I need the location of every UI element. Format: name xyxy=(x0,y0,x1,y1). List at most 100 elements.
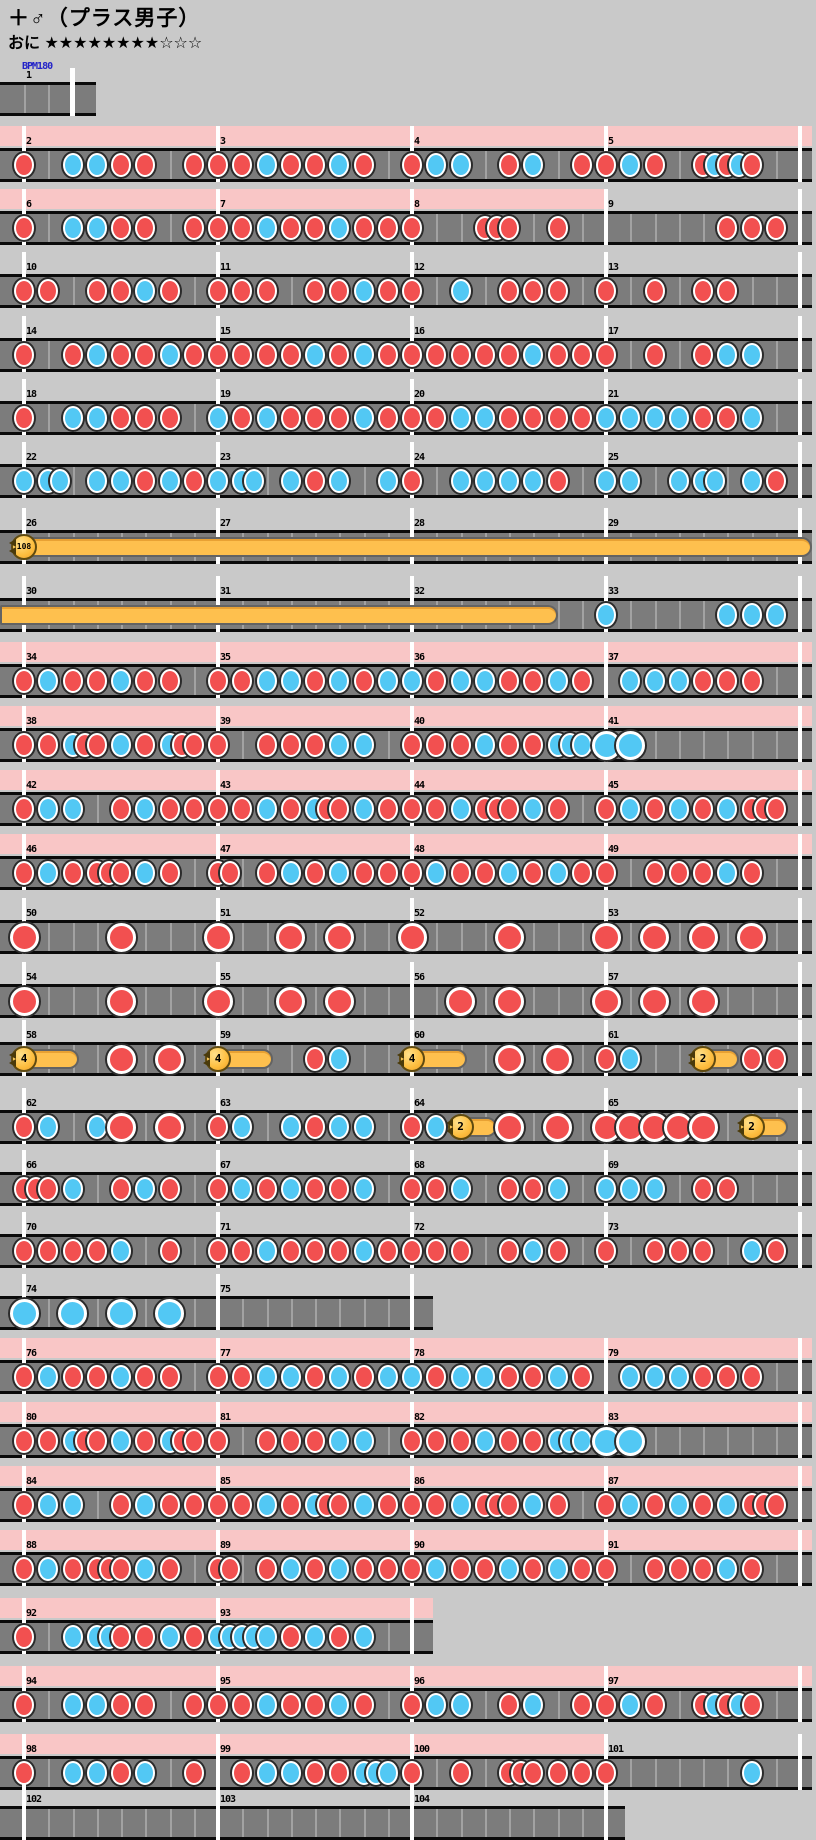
measure-number: 94 xyxy=(26,1676,37,1687)
don-note xyxy=(717,279,738,303)
ka-note xyxy=(741,469,762,493)
measure-number: 91 xyxy=(608,1540,619,1551)
don-note xyxy=(86,1239,107,1263)
don-note xyxy=(159,279,180,303)
beat-tick xyxy=(484,923,487,951)
measure-number: 73 xyxy=(608,1222,619,1233)
measure-line xyxy=(798,576,802,632)
don-note xyxy=(353,1365,374,1389)
measure-number: 81 xyxy=(220,1412,231,1423)
ka-note xyxy=(402,669,422,693)
don-note xyxy=(135,153,156,177)
ka-note xyxy=(50,469,71,493)
measure-number: 26 xyxy=(26,518,37,529)
beat-tick xyxy=(24,85,26,113)
don-note xyxy=(14,1761,34,1785)
beat-tick xyxy=(460,923,463,951)
beat-tick xyxy=(703,1427,705,1455)
don-note xyxy=(280,216,301,240)
measure-number: 79 xyxy=(608,1348,619,1359)
big-don-note xyxy=(155,1112,184,1142)
beat-tick xyxy=(48,1759,51,1787)
ka-note xyxy=(644,406,665,430)
beat-tick xyxy=(266,1113,269,1141)
ka-note xyxy=(329,1693,350,1717)
ka-note xyxy=(86,1693,107,1717)
don-note xyxy=(547,1761,568,1785)
measure-number: 42 xyxy=(26,780,37,791)
measure-number: 60 xyxy=(414,1030,425,1041)
balloon-count: 2 xyxy=(736,1114,765,1140)
big-don-note xyxy=(446,986,475,1016)
don-note xyxy=(377,797,398,821)
ka-note xyxy=(256,669,277,693)
big-don-note xyxy=(106,1044,136,1074)
ka-note xyxy=(450,669,471,693)
beat-tick xyxy=(363,923,366,951)
beat-tick xyxy=(581,1809,584,1837)
ka-note xyxy=(450,1693,471,1717)
don-note xyxy=(474,1557,495,1581)
don-note xyxy=(547,469,568,493)
ka-note xyxy=(620,1493,641,1517)
don-note xyxy=(329,1239,350,1263)
ka-note xyxy=(280,669,301,693)
ka-note xyxy=(38,797,59,821)
measure-number: 96 xyxy=(414,1676,425,1687)
ka-note xyxy=(620,153,641,177)
beat-tick xyxy=(581,923,584,951)
measure-line xyxy=(22,576,26,632)
balloon-number: 4 xyxy=(20,1052,28,1065)
measure-line xyxy=(798,316,802,372)
beat-tick xyxy=(533,923,536,951)
don-note xyxy=(232,669,253,693)
don-note xyxy=(499,1493,519,1517)
measure-number: 31 xyxy=(220,586,231,597)
ka-note xyxy=(135,1557,156,1581)
beat-tick xyxy=(193,1237,196,1265)
ka-note xyxy=(644,1177,665,1201)
don-note xyxy=(183,1625,204,1649)
don-note xyxy=(305,469,325,493)
beat-tick xyxy=(727,467,730,495)
ka-note xyxy=(474,1429,495,1453)
big-don-note xyxy=(276,986,306,1016)
measure-number: 43 xyxy=(220,780,231,791)
beat-tick xyxy=(533,987,536,1015)
measure-number: 104 xyxy=(414,1794,430,1805)
measure-number: 78 xyxy=(414,1348,425,1359)
beat-tick xyxy=(72,467,75,495)
measure-line xyxy=(22,1784,26,1840)
don-note xyxy=(280,406,301,430)
beat-tick xyxy=(387,1045,390,1073)
beat-tick xyxy=(678,923,681,951)
don-note xyxy=(280,733,301,757)
ka-note xyxy=(353,1429,374,1453)
measure-number: 77 xyxy=(220,1348,231,1359)
beat-tick xyxy=(387,1427,390,1455)
don-note xyxy=(232,1239,253,1263)
beat-tick xyxy=(775,1555,778,1583)
don-note xyxy=(571,669,592,693)
beat-tick xyxy=(387,1175,390,1203)
measure-number: 49 xyxy=(608,844,619,855)
don-note xyxy=(329,1761,350,1785)
don-note xyxy=(111,797,131,821)
don-note xyxy=(14,1557,34,1581)
beat-tick xyxy=(484,987,487,1015)
don-note xyxy=(426,1493,447,1517)
measure-line xyxy=(798,1338,802,1394)
don-note xyxy=(693,861,713,885)
don-note xyxy=(208,1693,228,1717)
ka-note xyxy=(377,669,398,693)
ka-note xyxy=(256,1625,277,1649)
ka-note xyxy=(353,1239,374,1263)
don-note xyxy=(596,1239,616,1263)
beat-tick xyxy=(169,1759,172,1787)
beat-tick xyxy=(169,987,172,1015)
measure-number: 63 xyxy=(220,1098,231,1109)
beat-tick xyxy=(315,1809,317,1837)
measure-number: 59 xyxy=(220,1030,231,1041)
ka-note xyxy=(450,1177,471,1201)
don-note xyxy=(232,1493,253,1517)
